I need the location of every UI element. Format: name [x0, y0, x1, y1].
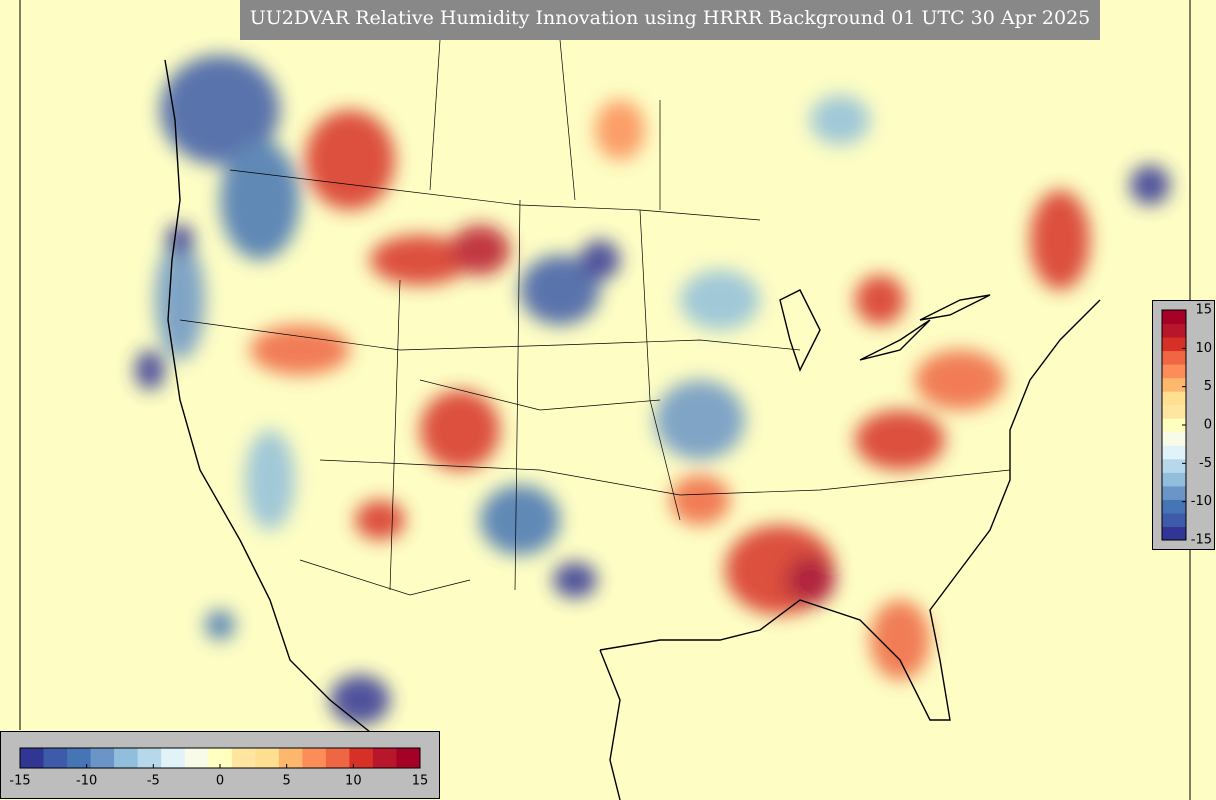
colorbar-swatch [372, 748, 397, 768]
colorbar-swatch [1162, 445, 1186, 460]
colorbar-tick-label: 10 [345, 774, 362, 789]
colorbar-swatch [1162, 404, 1186, 419]
colorbar-swatch [90, 748, 115, 768]
colorbar-swatch [43, 748, 68, 768]
colorbar-swatch [231, 748, 256, 768]
colorbar-swatch [1162, 472, 1186, 487]
colorbar-swatch [20, 748, 45, 768]
colorbar-swatch [1162, 431, 1186, 446]
colorbar-swatch [1162, 350, 1186, 365]
colorbar-swatch [302, 748, 327, 768]
colorbar-swatch [184, 748, 209, 768]
colorbar-horizontal: -15 -10 -5 0 5 10 15 [9, 747, 429, 789]
colorbar-swatch [67, 748, 92, 768]
colorbar-tick-label: 5 [1204, 379, 1212, 394]
colorbar-swatch [255, 748, 280, 768]
colorbar-tick-label: -10 [76, 774, 97, 789]
colorbar-swatch [114, 748, 139, 768]
coastlines [164, 59, 1101, 800]
colorbar-vertical: -15 -10 -5 0 5 10 15 [1161, 303, 1212, 548]
colorbar-swatch [1162, 364, 1186, 379]
title-box [240, 0, 1100, 40]
colorbar-tick-label: -15 [9, 774, 30, 789]
colorbar-swatch [1162, 458, 1186, 473]
colorbar-tick-label: -5 [147, 774, 160, 789]
colorbar-swatch [1162, 310, 1186, 325]
colorbar-swatch [208, 748, 233, 768]
colorbar-swatch [161, 748, 186, 768]
borders [179, 39, 1011, 596]
colorbar-tick-label: 5 [283, 774, 291, 789]
colorbar-swatch [1162, 337, 1186, 352]
colorbar-tick-label: -5 [1199, 456, 1212, 471]
colorbar-tick-label: 0 [1204, 418, 1212, 433]
colorbar-tick-label: -10 [1191, 494, 1212, 509]
humidity-field [135, 55, 1170, 725]
colorbar-tick-label: 10 [1195, 341, 1212, 356]
colorbar-swatch [1162, 391, 1186, 406]
colorbar-swatch [349, 748, 374, 768]
colorbar-swatch [1162, 418, 1186, 433]
colorbar-tick-label: 15 [412, 774, 429, 789]
colorbar-swatch [396, 748, 421, 768]
colorbar-swatch [325, 748, 350, 768]
colorbar-swatch [1162, 323, 1186, 338]
colorbar-swatch [137, 748, 162, 768]
map-title: UU2DVAR Relative Humidity Innovation usi… [250, 7, 1091, 29]
colorbar-swatch [1162, 526, 1186, 541]
colorbar-tick-label: 15 [1195, 303, 1212, 318]
colorbar-swatch [278, 748, 303, 768]
colorbar-tick-label: -15 [1191, 533, 1212, 548]
colorbar-tick-label: 0 [216, 774, 224, 789]
colorbar-swatch [1162, 485, 1186, 500]
colorbar-swatch [1162, 499, 1186, 514]
colorbar-swatch [1162, 377, 1186, 392]
colorbar-swatch [1162, 512, 1186, 527]
